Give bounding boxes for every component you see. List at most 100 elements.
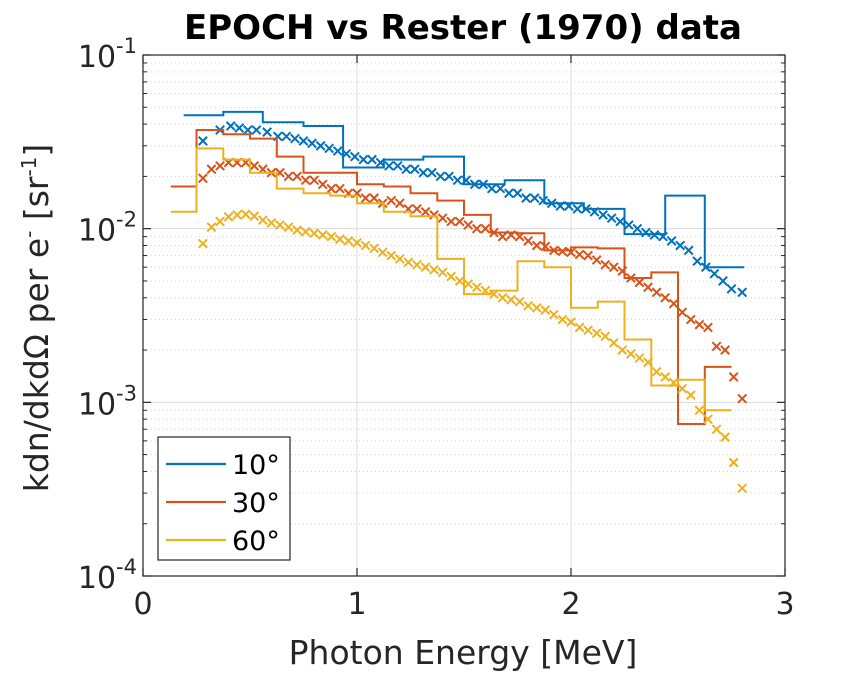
y-tick-label-base: 10 [78, 40, 116, 75]
y-tick-label-exponent: -1 [116, 34, 137, 58]
data-point-marker [711, 424, 722, 435]
y-tick-label-exponent: -2 [116, 208, 137, 232]
data-point-marker [275, 220, 285, 230]
data-point-marker [412, 203, 422, 214]
x-tick-label: 1 [347, 587, 366, 622]
data-point-marker [608, 262, 619, 273]
data-point-marker [675, 240, 686, 251]
data-point-marker [617, 266, 628, 276]
data-point-marker [446, 216, 457, 227]
data-point-marker [480, 223, 491, 234]
data-point-marker [437, 267, 448, 278]
data-point-marker [626, 349, 636, 359]
data-point-marker [540, 305, 551, 315]
data-point-marker [215, 216, 225, 227]
data-point-marker [418, 167, 429, 178]
y-axis-label-mid: [sr [17, 176, 56, 231]
data-point-marker [574, 249, 585, 260]
data-point-marker [377, 247, 388, 258]
data-point-marker [600, 331, 611, 342]
data-point-marker [225, 121, 236, 131]
data-point-marker [540, 241, 551, 252]
legend-label: 30° [232, 488, 280, 519]
data-point-marker [617, 345, 628, 355]
data-point-marker [352, 237, 362, 248]
data-point-marker [632, 223, 643, 234]
y-axis-label-main: kdn/dkdΩ per e [17, 238, 56, 492]
data-point-marker [360, 193, 371, 203]
data-point-marker [444, 171, 454, 182]
data-point-marker [538, 195, 549, 206]
data-point-marker [557, 246, 568, 257]
data-point-marker [529, 193, 540, 203]
data-point-marker [668, 298, 679, 309]
data-point-marker [677, 307, 688, 318]
data-point-marker [489, 227, 499, 238]
data-point-marker [531, 240, 542, 251]
legend-label: 60° [232, 526, 280, 557]
chart-title: EPOCH vs Rester (1970) data [184, 8, 742, 48]
data-point-marker [703, 322, 713, 333]
data-point-marker [634, 353, 645, 363]
data-point-marker [651, 366, 662, 377]
data-point-marker [198, 136, 208, 146]
data-point-marker [700, 262, 711, 273]
y-tick-label-exponent: -4 [116, 555, 137, 579]
y-axis-label: kdn/dkdΩ per e- [sr-1] [17, 144, 56, 493]
data-point-marker [685, 314, 696, 325]
data-point-marker [461, 175, 472, 186]
data-point-marker [249, 160, 260, 171]
data-point-marker [242, 125, 253, 135]
y-axis-label-sup2: -1 [17, 157, 41, 177]
y-tick-label-exponent: -3 [116, 381, 137, 405]
data-point-marker [726, 283, 737, 294]
data-point-marker [583, 250, 594, 261]
data-point-marker [463, 220, 474, 230]
x-axis-label: Photon Energy [MeV] [289, 633, 638, 672]
data-point-marker [251, 125, 262, 135]
data-point-marker [292, 225, 302, 236]
data-point-marker [454, 276, 465, 286]
data-point-marker [292, 171, 302, 182]
data-point-marker [709, 268, 720, 279]
data-point-marker [283, 171, 294, 182]
data-point-marker [626, 273, 636, 283]
data-point-marker [600, 259, 611, 270]
data-point-marker [300, 175, 311, 186]
data-point-marker [720, 345, 730, 355]
data-point-marker [737, 393, 748, 404]
series-2 [170, 147, 748, 494]
data-point-marker [514, 296, 525, 307]
data-point-marker [223, 211, 234, 222]
data-point-marker [615, 216, 626, 227]
data-point-marker [249, 211, 260, 222]
data-point-marker [512, 188, 523, 199]
data-point-marker [523, 236, 534, 246]
series-histogram-line [183, 110, 745, 269]
series-layer [170, 110, 748, 494]
data-point-marker [581, 203, 591, 214]
data-point-marker [206, 164, 217, 175]
data-point-marker [685, 390, 696, 401]
data-point-marker [658, 231, 668, 242]
data-point-marker [409, 164, 420, 175]
series-histogram-line [170, 129, 732, 425]
data-point-marker [384, 160, 395, 171]
data-point-marker [309, 175, 320, 186]
data-point-marker [649, 230, 660, 240]
data-point-marker [343, 236, 354, 246]
data-point-marker [660, 372, 671, 382]
data-point-marker [546, 198, 557, 209]
data-point-marker [643, 282, 653, 293]
data-point-marker [326, 183, 337, 194]
data-point-marker [563, 201, 574, 211]
data-point-marker [266, 217, 277, 228]
data-point-marker [257, 215, 268, 226]
data-point-marker [660, 292, 671, 303]
data-point-marker [728, 372, 739, 382]
data-point-marker [446, 271, 457, 282]
data-point-marker [369, 193, 380, 203]
data-point-marker [591, 328, 602, 339]
data-point-marker [452, 175, 463, 186]
